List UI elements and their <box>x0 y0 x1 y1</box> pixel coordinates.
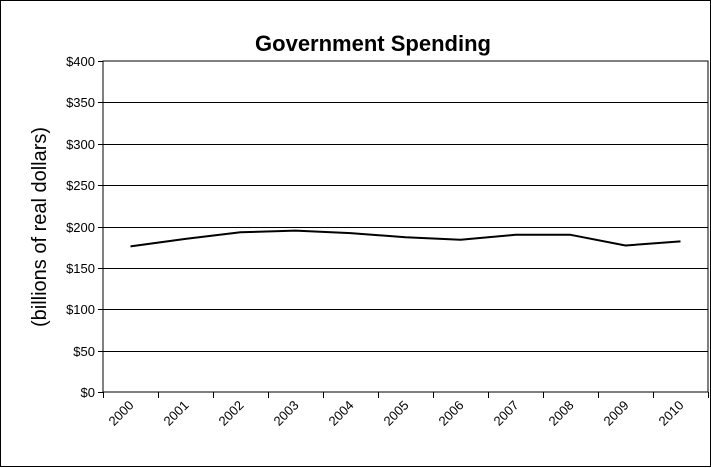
y-tick-label: $200 <box>66 220 95 235</box>
y-tick-label: $300 <box>66 137 95 152</box>
series-line <box>131 231 681 247</box>
y-tick-label: $350 <box>66 95 95 110</box>
y-tick-label: $150 <box>66 261 95 276</box>
x-tick-label: 2006 <box>436 398 467 429</box>
x-tick-label: 2005 <box>381 398 412 429</box>
chart-title: Government Spending <box>255 31 491 56</box>
y-axis-title: (billions of real dollars) <box>29 127 51 327</box>
x-axis: 2000 2001 2002 2003 2004 2005 2006 2007 2008 2009… <box>104 392 709 429</box>
y-tick-label: $250 <box>66 178 95 193</box>
plot-area <box>103 61 708 392</box>
x-tick-label: 2007 <box>491 398 522 429</box>
y-tick-label: $400 <box>66 54 95 69</box>
x-tick-label: 2001 <box>161 398 192 429</box>
gridlines <box>103 103 708 352</box>
x-tick-label: 2000 <box>106 398 137 429</box>
x-tick-label: 2010 <box>656 398 687 429</box>
y-tick-label: $100 <box>66 302 95 317</box>
y-tick-label: $50 <box>73 344 95 359</box>
series-group <box>130 231 680 247</box>
x-tick-label: 2003 <box>271 398 302 429</box>
y-tick-label: $0 <box>81 385 95 400</box>
x-tick-label: 2004 <box>326 398 357 429</box>
y-axis: $0 $50 $100 $150 $200 $250 $300 $350 $400 <box>66 54 103 400</box>
x-tick-label: 2002 <box>216 398 247 429</box>
x-tick-label: 2008 <box>546 398 577 429</box>
x-tick-label: 2009 <box>601 398 632 429</box>
